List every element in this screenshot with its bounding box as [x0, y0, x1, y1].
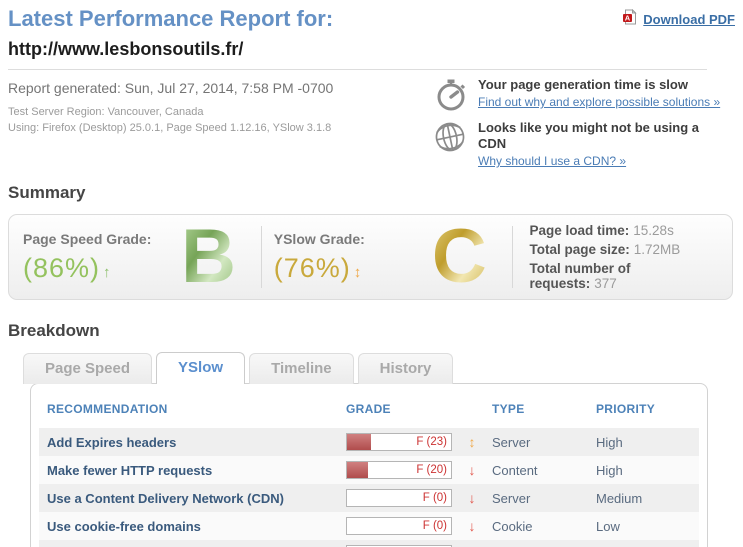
report-header: Latest Performance Report for: http://ww… [8, 4, 333, 69]
table-row: Use a Content Delivery Network (CDN) F (… [39, 484, 699, 512]
globe-icon [433, 120, 469, 156]
notice-link-cdn[interactable]: Why should I use a CDN? » [478, 154, 627, 168]
table-header-row: RECOMMENDATION GRADE TYPE PRIORITY [39, 396, 699, 428]
table-body: Add Expires headers F (23) ↕ Server High… [39, 428, 699, 547]
header-divider [8, 69, 707, 70]
notice-cdn: Looks like you might not be using a CDN … [433, 120, 727, 170]
grade-label: F (20) [416, 464, 447, 476]
type-cell: Server [492, 434, 531, 450]
breakdown-heading: Breakdown [8, 321, 100, 340]
stat-value: 377 [594, 276, 617, 291]
stopwatch-icon [433, 77, 469, 113]
page-speed-grade-letter: B [168, 217, 248, 297]
stat-label: Page load time: [529, 223, 630, 238]
notice-link-generation-time[interactable]: Find out why and explore possible soluti… [478, 95, 721, 109]
test-server-region: Test Server Region: Vancouver, Canada [8, 106, 204, 118]
table-row: Add Expires headers F (23) ↕ Server High [39, 428, 699, 456]
report-generated: Report generated: Sun, Jul 27, 2014, 7:5… [8, 80, 334, 96]
summary-stat-line: Total page size: 1.72MB [530, 242, 719, 257]
tab-timeline[interactable]: Timeline [249, 353, 354, 384]
trend-arrow-icon: ↓ [468, 518, 476, 534]
grade-bar-fill [347, 434, 371, 450]
grade-bar: F (0) [346, 545, 452, 547]
priority-cell: Low [596, 518, 620, 534]
grade-label: F (0) [422, 520, 447, 532]
grade-bar: F (23) [346, 433, 452, 451]
tab-page-speed[interactable]: Page Speed [23, 353, 153, 384]
trend-up-icon: ↑ [103, 263, 112, 281]
grade-bar-fill [347, 462, 368, 478]
breakdown-panel: RECOMMENDATION GRADE TYPE PRIORITY Add E… [30, 383, 708, 547]
trend-arrow-icon: ↓ [468, 490, 476, 506]
summary-stat-line: Total number of requests: 377 [530, 261, 719, 291]
header-type: TYPE [492, 402, 525, 416]
priority-cell: High [596, 434, 623, 450]
recommendation-link[interactable]: Make fewer HTTP requests [47, 462, 213, 478]
type-cell: Server [492, 490, 531, 506]
page-speed-grade-label: Page Speed Grade: [23, 230, 152, 247]
yslow-grade-label: YSlow Grade: [273, 230, 365, 247]
page-speed-grade-block: Page Speed Grade: (86%) ↑ [23, 231, 168, 284]
grade-label: F (23) [416, 436, 447, 448]
header-grade: GRADE [346, 402, 391, 416]
grade-label: F (0) [422, 492, 447, 504]
summary-box: Page Speed Grade: (86%) ↑ B YSlow Grade: … [8, 214, 733, 300]
trend-arrow-icon: ↓ [468, 462, 476, 478]
type-cell: Cookie [492, 518, 533, 534]
download-pdf: A Download PDF [622, 8, 735, 30]
notice-page-generation: Your page generation time is slow Find o… [433, 77, 727, 113]
page-speed-percent: (86%) ↑ [23, 252, 112, 283]
grade-bar: F (0) [346, 517, 452, 535]
notice-text: Your page generation time is slow [478, 77, 688, 92]
grade-bar: F (0) [346, 489, 452, 507]
priority-cell: High [596, 462, 623, 478]
yslow-percent: (76%) ↕ [273, 252, 363, 283]
notice-text: Looks like you might not be using a CDN [478, 120, 700, 151]
header-priority: PRIORITY [596, 402, 656, 416]
type-cell: Content [492, 462, 538, 478]
recommendation-link[interactable]: Use a Content Delivery Network (CDN) [47, 490, 284, 506]
svg-text:A: A [625, 14, 631, 23]
stat-label: Total number of requests: [529, 261, 631, 291]
stat-label: Total page size: [529, 242, 630, 257]
table-row: Configure entity tags (ETags) F (0) ↓ Se… [39, 540, 699, 547]
yslow-grade-letter: C [419, 217, 499, 297]
page-title: Latest Performance Report for: [8, 6, 334, 31]
tab-history[interactable]: History [357, 353, 454, 384]
yslow-grade-block: YSlow Grade: (76%) ↕ [274, 231, 419, 284]
trend-updown-icon: ↕ [353, 263, 363, 281]
recommendation-link[interactable]: Use cookie-free domains [47, 518, 201, 534]
table-row: Use cookie-free domains F (0) ↓ Cookie L… [39, 512, 699, 540]
stat-value: 1.72MB [633, 242, 681, 257]
grade-bar: F (20) [346, 461, 452, 479]
header-recommendation: RECOMMENDATION [47, 402, 168, 416]
summary-heading: Summary [8, 183, 86, 202]
pdf-icon: A [622, 8, 638, 30]
summary-divider [260, 226, 262, 288]
priority-cell: Medium [596, 490, 643, 506]
breakdown-tabs: Page Speed YSlow Timeline History [23, 352, 735, 384]
report-meta: Report generated: Sun, Jul 27, 2014, 7:5… [8, 77, 433, 177]
notices: Your page generation time is slow Find o… [433, 77, 727, 177]
summary-divider [511, 226, 513, 288]
download-pdf-link[interactable]: Download PDF [643, 12, 735, 27]
test-browser-info: Using: Firefox (Desktop) 25.0.1, Page Sp… [8, 122, 332, 134]
stat-value: 15.28s [633, 223, 674, 238]
table-row: Make fewer HTTP requests F (20) ↓ Conten… [39, 456, 699, 484]
tab-yslow[interactable]: YSlow [156, 352, 246, 384]
summary-stat-line: Page load time: 15.28s [530, 223, 719, 238]
summary-stats: Page load time: 15.28s Total page size: 1.… [525, 219, 719, 295]
trend-arrow-icon: ↕ [468, 434, 476, 450]
recommendation-link[interactable]: Add Expires headers [47, 434, 177, 450]
site-url: http://www.lesbonsoutils.fr/ [8, 39, 244, 59]
